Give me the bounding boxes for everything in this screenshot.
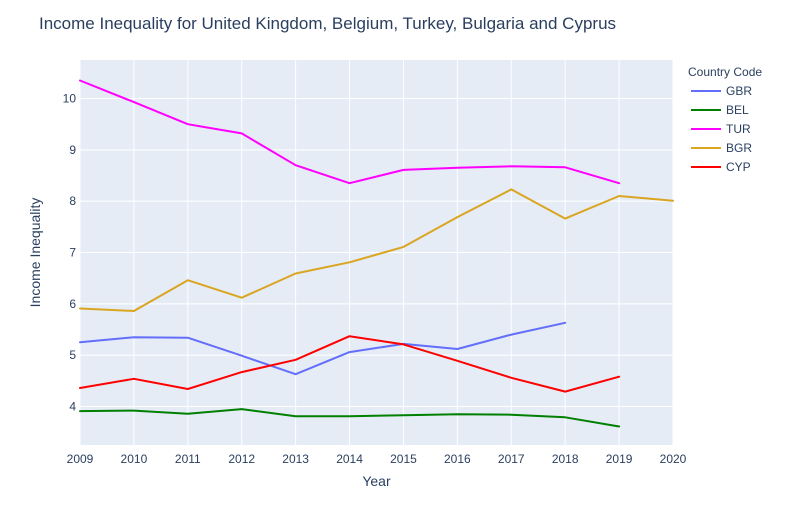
series-line-bel (79, 408, 621, 428)
x-tick-label: 2014 (336, 452, 363, 466)
legend-item-bel: BEL (726, 103, 749, 117)
series-line-bgr (79, 188, 674, 312)
legend-item-tur: TUR (726, 122, 751, 136)
x-tick-label: 2009 (67, 452, 94, 466)
legend-item-cyp: CYP (726, 160, 751, 174)
y-tick-label: 10 (63, 92, 77, 106)
legend-item-bgr: BGR (726, 141, 752, 155)
y-tick-label: 8 (69, 194, 76, 208)
series-line-tur (79, 79, 621, 185)
y-axis-ticks: 4 5 6 7 8 9 10 (63, 92, 77, 414)
x-tick-label: 2017 (498, 452, 525, 466)
y-tick-label: 7 (69, 246, 76, 260)
y-tick-label: 4 (69, 400, 76, 414)
x-axis-ticks: 2009 2010 2011 2012 2013 2014 2015 2016 2017 2018… (67, 452, 687, 466)
legend-title: Country Code (688, 65, 762, 79)
x-tick-label: 2019 (606, 452, 633, 466)
x-tick-label: 2018 (552, 452, 579, 466)
legend-item-gbr: GBR (726, 84, 752, 98)
series-line-gbr (79, 321, 567, 376)
x-tick-label: 2011 (175, 452, 201, 466)
x-tick-label: 2020 (660, 452, 687, 466)
y-axis-title: Income Inequality (27, 198, 43, 308)
x-tick-label: 2013 (282, 452, 309, 466)
x-tick-label: 2012 (228, 452, 255, 466)
x-axis-title: Year (362, 473, 391, 489)
x-tick-label: 2010 (121, 452, 148, 466)
legend: Country Code GBR BEL TUR BGR CYP (688, 65, 762, 174)
x-tick-label: 2016 (444, 452, 471, 466)
y-tick-label: 6 (69, 297, 76, 311)
y-tick-label: 9 (69, 143, 76, 157)
x-tick-label: 2015 (390, 452, 417, 466)
series-lines (79, 79, 674, 428)
y-tick-label: 5 (69, 348, 76, 362)
chart-title: Income Inequality for United Kingdom, Be… (39, 14, 616, 33)
series-line-cyp (79, 335, 621, 393)
